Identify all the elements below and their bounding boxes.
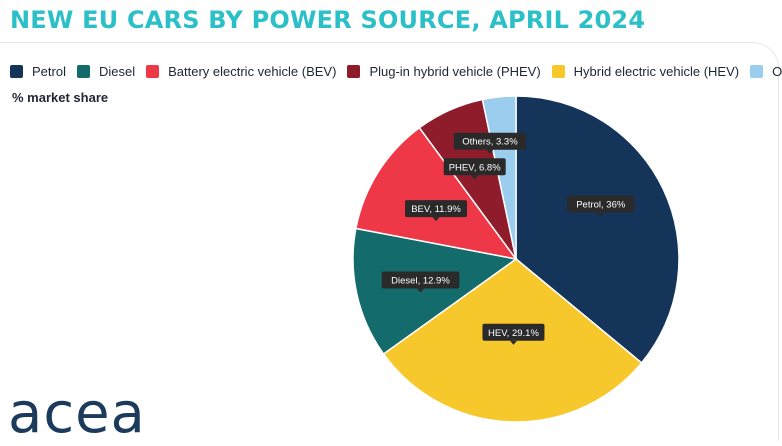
data-label-pointer — [432, 217, 440, 222]
data-label-pointer — [486, 149, 494, 154]
legend-swatch-bev — [146, 65, 160, 78]
legend-item-petrol[interactable]: Petrol — [10, 64, 66, 79]
legend-item-diesel[interactable]: Diesel — [76, 64, 136, 79]
legend-swatch-others — [750, 65, 764, 78]
legend-swatch-phev — [347, 65, 361, 78]
data-label-box — [405, 200, 468, 218]
data-label-box — [453, 132, 527, 150]
data-label-text: Diesel, 12.9% — [391, 276, 450, 287]
data-label-diesel: Diesel, 12.9% — [381, 271, 460, 293]
legend: Petrol Diesel Battery electric vehicle (… — [10, 64, 782, 79]
legend-item-phev[interactable]: Plug-in hybrid vehicle (PHEV) — [347, 64, 541, 79]
legend-label-phev: Plug-in hybrid vehicle (PHEV) — [369, 64, 541, 79]
data-label-box — [443, 158, 506, 176]
legend-item-others[interactable]: Others — [750, 64, 782, 79]
data-label-pointer — [509, 340, 517, 345]
acea-logo: acea — [8, 381, 146, 446]
data-label-others: Others, 3.3% — [453, 132, 527, 154]
legend-swatch-hev — [551, 65, 565, 78]
data-label-box — [482, 323, 545, 341]
data-label-pointer — [597, 212, 605, 217]
data-label-phev: PHEV, 6.8% — [443, 158, 506, 180]
legend-label-hev: Hybrid electric vehicle (HEV) — [573, 64, 740, 79]
data-label-petrol: Petrol, 36% — [567, 195, 635, 217]
pie-slice-diesel[interactable] — [352, 227, 518, 356]
pie-slice-bev[interactable] — [355, 126, 518, 261]
legend-label-others: Others — [772, 64, 782, 79]
legend-item-bev[interactable]: Battery electric vehicle (BEV) — [146, 64, 336, 79]
data-label-text: PHEV, 6.8% — [449, 162, 501, 173]
data-label-bev: BEV, 11.9% — [405, 200, 468, 222]
legend-label-bev: Battery electric vehicle (BEV) — [168, 64, 337, 79]
data-label-box — [381, 271, 460, 289]
legend-swatch-diesel — [76, 65, 90, 78]
data-label-text: BEV, 11.9% — [411, 204, 461, 215]
chart-title: NEW EU CARS BY POWER SOURCE, APRIL 2024 — [10, 6, 646, 34]
legend-label-diesel: Diesel — [98, 64, 136, 79]
legend-label-petrol: Petrol — [32, 64, 66, 79]
data-label-pointer — [471, 175, 479, 180]
data-label-pointer — [416, 288, 424, 293]
pie-slice-petrol[interactable] — [515, 95, 680, 364]
data-label-text: Petrol, 36% — [576, 199, 626, 210]
data-label-text: HEV, 29.1% — [488, 328, 539, 339]
data-label-text: Others, 3.3% — [462, 137, 518, 148]
legend-item-hev[interactable]: Hybrid electric vehicle (HEV) — [551, 64, 740, 79]
data-label-hev: HEV, 29.1% — [482, 323, 545, 345]
data-label-box — [567, 195, 635, 213]
chart-subtitle: % market share — [12, 90, 109, 105]
legend-swatch-petrol — [10, 65, 23, 78]
